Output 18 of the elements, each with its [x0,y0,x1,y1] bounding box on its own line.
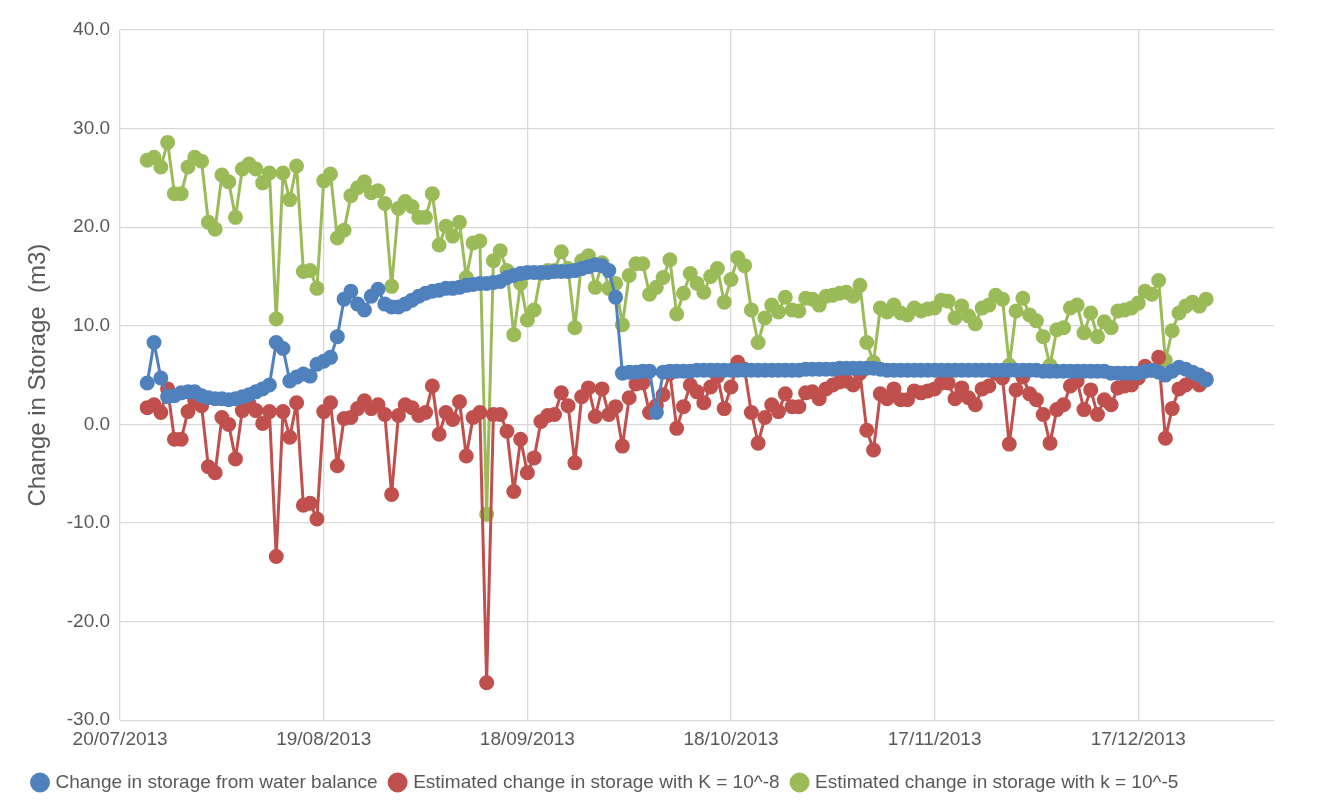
y-tick-label: 20.0 [73,215,111,237]
y-tick-label: 0.0 [83,412,111,434]
x-tick-label: 20/07/2013 [72,727,168,749]
y-tick-label: 10.0 [73,314,111,336]
legend-label: Estimated change in storage with K = 10^-8 [413,770,780,792]
y-tick-label: 30.0 [73,116,111,138]
legend-label: Change in storage from water balance [55,770,378,792]
legend-label: Estimated change in storage with k = 10^-5 [815,770,1179,792]
y-tick-label: -10.0 [66,511,111,533]
x-tick-label: 19/08/2013 [276,727,372,749]
x-tick-label: 17/11/2013 [887,727,982,749]
y-tick-label: 40.0 [73,18,111,40]
y-tick-label: -30.0 [66,708,111,730]
y-axis-title: Change in Storage (m3) [23,243,51,507]
x-tick-label: 18/09/2013 [479,727,575,749]
x-tick-label: 18/10/2013 [683,727,779,749]
x-tick-label: 17/12/2013 [1090,727,1186,749]
y-tick-label: -20.0 [66,609,111,631]
